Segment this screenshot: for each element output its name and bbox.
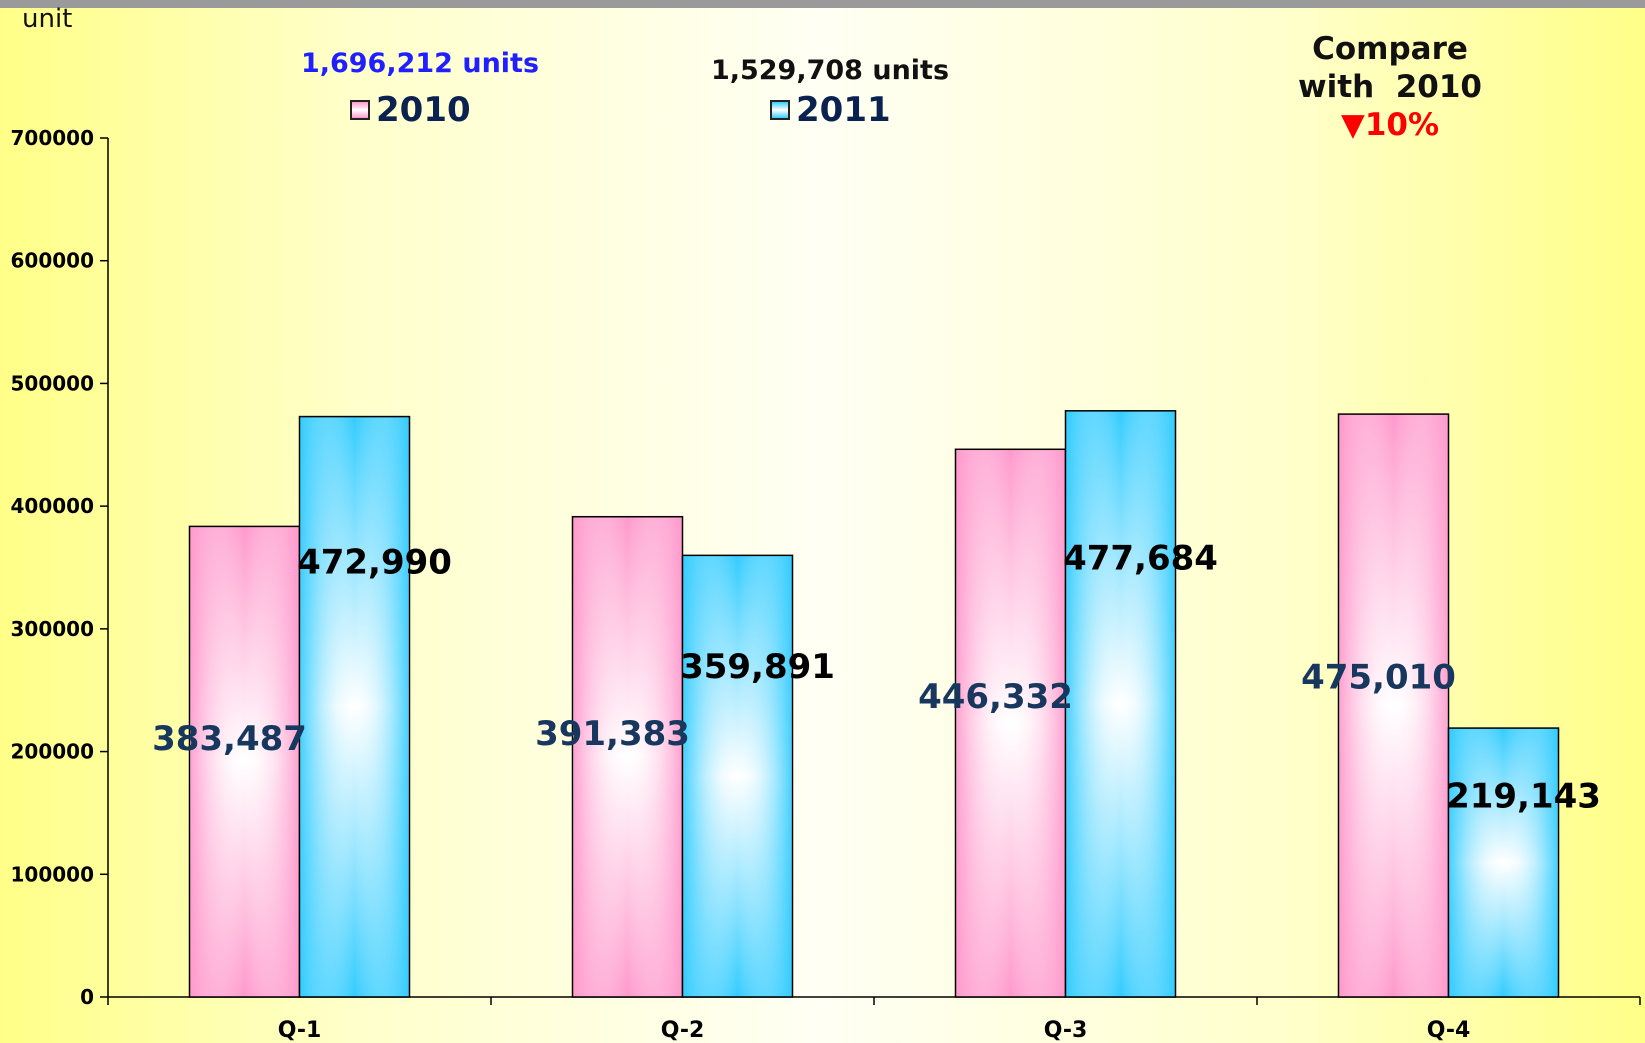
y-tick-label: 400000 — [11, 494, 95, 518]
y-tick-label: 300000 — [11, 617, 95, 641]
y-tick-label: 200000 — [11, 740, 95, 764]
bar-shading — [190, 527, 299, 996]
total-2010: 1,696,212 units — [300, 48, 540, 79]
bar-shading — [683, 556, 792, 996]
x-tick-label: Q-2 — [661, 1018, 705, 1043]
y-tick-label: 0 — [80, 985, 94, 1009]
legend-label-2010: 2010 — [376, 90, 471, 130]
bar-shading — [300, 417, 409, 996]
bar-2010-Q-3 — [954, 448, 1067, 998]
total-2011: 1,529,708 units — [710, 55, 950, 86]
legend-item-2010: 2010 — [350, 90, 471, 130]
bar-shading — [956, 450, 1065, 996]
data-label-2010-Q-1: 383,487 — [152, 719, 307, 759]
data-label-2010-Q-4: 475,010 — [1301, 657, 1456, 697]
bar-shading — [1339, 415, 1448, 997]
x-tick-label: Q-3 — [1044, 1018, 1088, 1043]
compare-percent: 10% — [1364, 107, 1440, 143]
compare-annotation: Compare with 2010 ▼10% — [1290, 30, 1490, 144]
bar-2010-Q-2 — [571, 515, 684, 998]
y-tick-label: 600000 — [11, 249, 95, 273]
compare-change: ▼10% — [1290, 106, 1490, 144]
y-tick-label: 500000 — [11, 371, 95, 395]
x-tick-label: Q-4 — [1427, 1018, 1471, 1043]
legend-swatch-2011 — [770, 100, 790, 120]
compare-line-2: with 2010 — [1297, 69, 1483, 105]
bar-shading — [1066, 411, 1175, 996]
legend-swatch-2010 — [350, 100, 370, 120]
bar-2011-Q-1 — [298, 415, 411, 998]
bar-2011-Q-2 — [681, 554, 794, 998]
data-label-2010-Q-2: 391,383 — [535, 714, 690, 754]
data-label-2011-Q-3: 477,684 — [1063, 538, 1218, 578]
y-tick-label: 100000 — [11, 862, 95, 886]
data-label-2011-Q-4: 219,143 — [1446, 776, 1601, 816]
bar-2011-Q-3 — [1064, 410, 1177, 998]
legend-item-2011: 2011 — [770, 90, 891, 130]
y-tick-label: 700000 — [11, 126, 95, 150]
data-label-2011-Q-1: 472,990 — [297, 543, 452, 583]
down-triangle-icon: ▼ — [1340, 107, 1365, 143]
legend-label-2011: 2011 — [796, 90, 891, 130]
bar-shading — [1449, 729, 1558, 996]
top-border — [0, 0, 1645, 8]
compare-line-1: Compare — [1312, 31, 1468, 67]
bar-2010-Q-4 — [1337, 413, 1450, 998]
bar-shading — [573, 517, 682, 996]
data-label-2010-Q-3: 446,332 — [918, 677, 1073, 717]
y-axis-unit-label: unit — [22, 4, 73, 34]
x-tick-label: Q-1 — [278, 1018, 322, 1043]
bar-2010-Q-1 — [188, 525, 301, 998]
data-label-2011-Q-2: 359,891 — [680, 647, 835, 687]
bar-2011-Q-4 — [1447, 727, 1560, 998]
